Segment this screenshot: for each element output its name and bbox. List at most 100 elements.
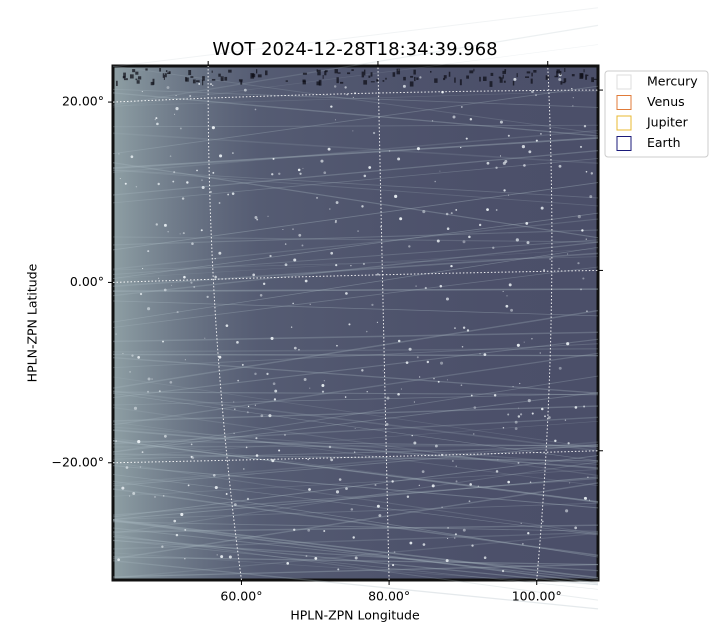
star: [293, 346, 297, 350]
star: [176, 311, 179, 314]
star: [461, 345, 464, 348]
star: [278, 449, 281, 452]
streak: [112, 439, 599, 503]
star: [121, 486, 125, 490]
streak: [112, 476, 599, 520]
star: [554, 439, 557, 443]
noise: [564, 68, 566, 72]
star: [583, 497, 586, 499]
star: [507, 134, 510, 137]
star: [308, 488, 311, 491]
star: [169, 380, 173, 384]
star: [587, 476, 589, 478]
noise: [228, 69, 232, 73]
star: [128, 495, 131, 497]
star: [211, 126, 215, 130]
streak: [112, 480, 599, 558]
star: [577, 215, 581, 219]
noise: [554, 75, 558, 78]
star: [558, 77, 562, 81]
star: [518, 407, 520, 409]
star: [158, 390, 161, 393]
star: [501, 569, 505, 573]
star: [519, 382, 521, 385]
streak: [112, 482, 599, 560]
noise: [364, 69, 366, 76]
streak: [112, 137, 599, 169]
star: [440, 361, 444, 365]
star: [572, 105, 574, 107]
star: [583, 125, 587, 128]
star: [397, 157, 401, 161]
noise: [211, 78, 216, 81]
star: [181, 197, 185, 200]
noise: [340, 81, 344, 84]
star: [163, 434, 167, 438]
streak: [112, 338, 599, 399]
star: [169, 155, 172, 157]
noise: [466, 75, 469, 79]
star: [499, 155, 502, 157]
star: [516, 343, 520, 347]
star: [531, 412, 534, 415]
star: [517, 415, 521, 418]
noise: [196, 80, 200, 83]
noise: [334, 69, 338, 74]
noise: [526, 71, 531, 74]
star: [212, 171, 215, 174]
star: [212, 473, 216, 477]
star: [328, 445, 332, 449]
star: [541, 520, 544, 523]
streak: [112, 256, 599, 271]
star: [446, 227, 450, 230]
star: [292, 302, 294, 305]
streak: [112, 288, 599, 292]
star: [262, 282, 266, 286]
star: [527, 399, 531, 403]
star: [436, 239, 440, 243]
streak: [112, 519, 599, 579]
star: [183, 275, 186, 279]
star: [212, 84, 214, 87]
star: [519, 413, 523, 416]
star: [142, 268, 144, 270]
streak: [112, 85, 599, 155]
star: [445, 559, 449, 563]
streak: [112, 532, 599, 579]
star: [413, 401, 415, 403]
star: [582, 277, 585, 280]
star: [330, 251, 334, 255]
star: [335, 490, 340, 494]
star: [323, 171, 327, 175]
streak: [112, 229, 599, 246]
star: [166, 86, 170, 89]
streak: [112, 527, 599, 581]
noise: [240, 80, 243, 85]
star: [574, 526, 578, 530]
streak: [112, 353, 599, 357]
noise: [162, 73, 165, 78]
star: [376, 504, 380, 508]
noise: [188, 69, 192, 76]
star: [468, 235, 471, 239]
star: [520, 522, 522, 524]
star: [344, 396, 347, 398]
star: [219, 154, 223, 158]
noise: [220, 76, 224, 82]
streak: [112, 357, 599, 394]
x-tick-label: 60.00°: [220, 589, 262, 604]
noise: [115, 80, 118, 87]
star: [361, 205, 364, 208]
star: [453, 537, 456, 539]
streak: [112, 375, 599, 453]
star: [466, 329, 470, 332]
noise: [533, 70, 537, 73]
star: [345, 487, 348, 490]
star: [173, 171, 176, 174]
star: [514, 420, 518, 424]
star: [209, 190, 212, 193]
star: [565, 509, 569, 513]
star: [173, 519, 177, 523]
star: [368, 166, 372, 169]
star: [399, 217, 403, 221]
